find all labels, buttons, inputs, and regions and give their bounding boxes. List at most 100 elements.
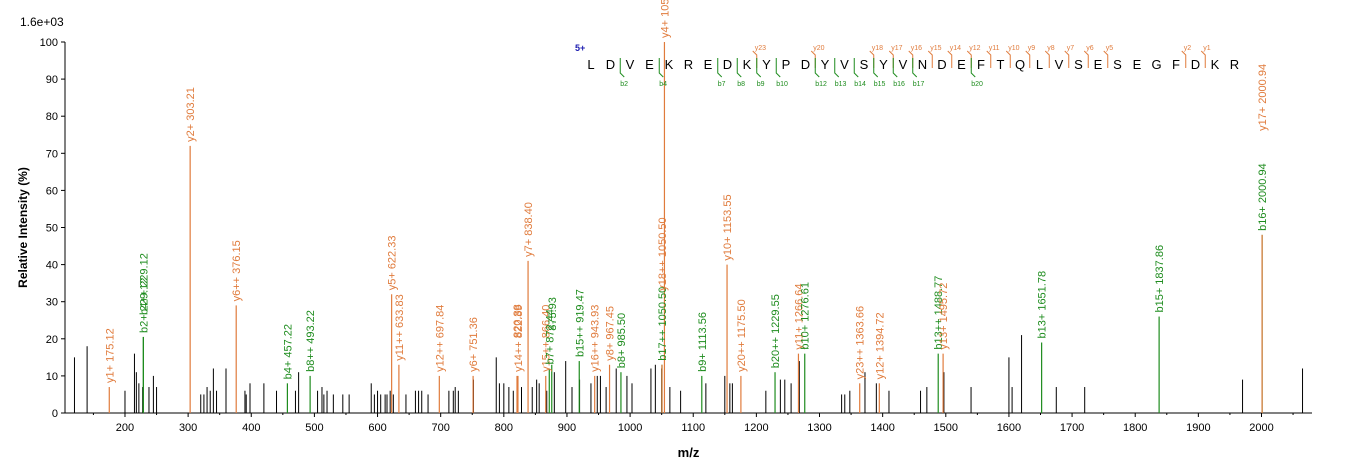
y-tick-label: 80 xyxy=(46,111,58,123)
y-ion-label: y10 xyxy=(1008,45,1019,52)
y-ion-label: y23 xyxy=(755,45,766,52)
peak-label: b7+ 872.44 xyxy=(544,309,556,364)
y-axis-label: Relative Intensity (%) xyxy=(16,167,30,288)
peak-label: 820.88 xyxy=(512,304,524,338)
b-ion-label: b17 xyxy=(913,81,925,88)
b-cleavage-mark xyxy=(814,58,820,78)
residue: S xyxy=(1074,57,1083,72)
b-ion-label: b12 xyxy=(815,81,827,88)
residue: R xyxy=(1230,57,1239,72)
x-tick-label: 1500 xyxy=(934,422,958,434)
y-cleavage-mark xyxy=(966,50,972,68)
y-ion-label: y17 xyxy=(891,45,902,52)
residue: Y xyxy=(821,57,830,72)
residue: V xyxy=(1055,57,1064,72)
y-tick-label: 20 xyxy=(46,334,58,346)
peak-label: y12+ 1394.72 xyxy=(874,312,886,379)
peak-label: b8++ 493.22 xyxy=(305,310,317,372)
charge-state: 5+ xyxy=(575,43,585,53)
b-ion-label: b7 xyxy=(718,81,726,88)
b-ion-label: b16 xyxy=(893,81,905,88)
peak-label: y1+ 175.12 xyxy=(104,328,116,383)
residue: D xyxy=(1191,57,1200,72)
residue: S xyxy=(1113,57,1122,72)
b-cleavage-mark xyxy=(853,58,859,78)
y-cleavage-mark xyxy=(888,50,894,68)
y-cleavage-mark xyxy=(1005,50,1011,68)
y-tick-label: 60 xyxy=(46,185,58,197)
b-ion-label: b10 xyxy=(776,81,788,88)
y-tick-label: 10 xyxy=(46,371,58,383)
peak-label: b13+ 1651.78 xyxy=(1037,271,1049,339)
x-tick-label: 1600 xyxy=(997,422,1021,434)
y-cleavage-mark xyxy=(927,50,933,68)
b-ion-label: b9 xyxy=(757,81,765,88)
x-tick-label: 1300 xyxy=(807,422,831,434)
peak-label: b16+ 2000.94 xyxy=(1257,163,1269,231)
residue: D xyxy=(801,57,810,72)
peak-label: y11+ 1266.64 xyxy=(793,283,805,349)
residue: R xyxy=(684,57,693,72)
peak-label: b15++ 919.47 xyxy=(574,289,586,357)
y-tick-label: 50 xyxy=(46,223,58,235)
peak-label: b20++ 1229.55 xyxy=(770,294,782,368)
peak-series xyxy=(73,42,1304,413)
x-tick-label: 500 xyxy=(305,422,323,434)
peak-label: b13++ 1488.77 xyxy=(933,276,945,350)
y-ion-label: y1 xyxy=(1203,45,1211,52)
y-ion-label: y18 xyxy=(872,45,883,52)
peak-label: b2+ 229.12 xyxy=(138,278,150,333)
residue: V xyxy=(840,57,849,72)
residue: K xyxy=(1211,57,1220,72)
peak-label: y6++ 376.15 xyxy=(231,240,243,301)
y-cleavage-mark xyxy=(752,50,758,68)
x-tick-label: 600 xyxy=(368,422,386,434)
y-tick-label: 30 xyxy=(46,297,58,309)
b-ion-label: b13 xyxy=(835,81,847,88)
axes: 0 10 20 30 40 50 60 70 80 90 100 200 300 400 500 600 700… xyxy=(40,37,1312,434)
residue: G xyxy=(1151,57,1161,72)
residue: E xyxy=(1133,57,1142,72)
x-tick-label: 300 xyxy=(179,422,197,434)
y-cleavage-mark xyxy=(908,50,914,68)
y-ion-label: y12 xyxy=(969,45,980,52)
residue: L xyxy=(587,57,594,72)
y-tick-label: 70 xyxy=(46,148,58,160)
x-tick-label: 1700 xyxy=(1060,422,1084,434)
peak-label: 875.93 xyxy=(547,297,559,331)
y-ion-label: y6 xyxy=(1086,45,1094,52)
peak-label: y14++ 822.39 xyxy=(513,305,525,372)
peak-label: y11++ 633.83 xyxy=(394,294,406,360)
y-cleavage-mark xyxy=(947,50,953,68)
y-ion-label: y5 xyxy=(1106,45,1114,52)
intensity-scale-label: 1.6e+03 xyxy=(20,15,64,29)
y-cleavage-mark xyxy=(1044,50,1050,68)
b-cleavage-mark xyxy=(619,58,625,78)
y-ion-label: y11 xyxy=(989,45,1000,52)
y-cleavage-mark xyxy=(1103,50,1109,68)
y-cleavage-mark xyxy=(1181,50,1187,68)
x-tick-label: 1400 xyxy=(870,422,894,434)
x-tick-label: 2000 xyxy=(1249,422,1273,434)
b-ion-label: b20 xyxy=(971,81,983,88)
y-ion-label: y8 xyxy=(1047,45,1055,52)
residue: F xyxy=(977,57,985,72)
peak-label: y18++ 1050.50 xyxy=(657,217,669,290)
b-cleavage-mark xyxy=(834,58,840,78)
peak-label: y2+ 303.21 xyxy=(185,87,197,142)
residue: V xyxy=(899,57,908,72)
peak-label: y13+ 1495.72 xyxy=(938,283,950,350)
peak-label: b15+ 1837.86 xyxy=(1154,245,1166,313)
peak-label: y20++ 1175.50 xyxy=(736,299,748,372)
peak-label: y7+ 838.40 xyxy=(523,202,535,257)
peak-label: y8+ 967.45 xyxy=(605,306,617,361)
b-cleavage-mark xyxy=(756,58,762,78)
peak-label: y16++ 943.93 xyxy=(590,305,602,372)
peak-label: y6+ 751.36 xyxy=(468,317,480,372)
residue: D xyxy=(937,57,946,72)
residue: D xyxy=(606,57,615,72)
peak-label: b8+ 985.50 xyxy=(616,313,628,368)
peak-label: b4+ 457.22 xyxy=(282,324,294,379)
